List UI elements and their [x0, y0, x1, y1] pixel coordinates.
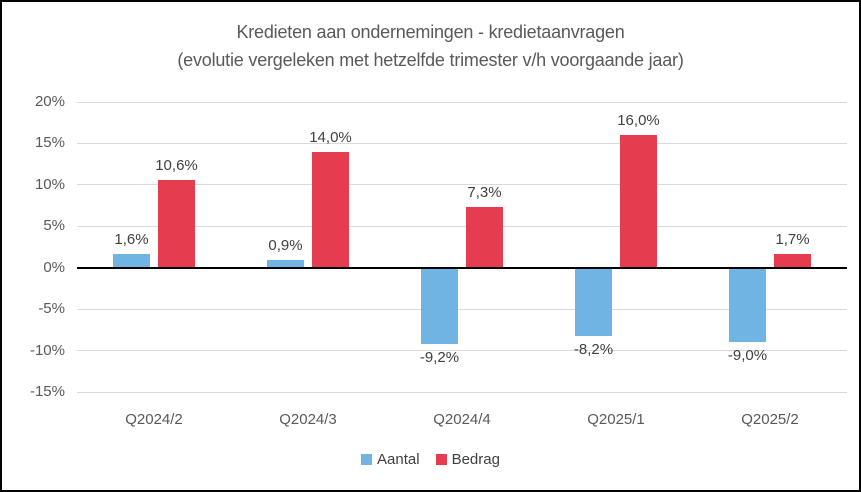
gridline — [77, 391, 847, 393]
chart-title-line1: Kredieten aan ondernemingen - kredietaan… — [236, 22, 625, 42]
chart-title-line2: (evolutie vergeleken met hetzelfde trime… — [177, 50, 684, 70]
legend-label-bedrag: Bedrag — [451, 451, 500, 468]
gridline — [77, 142, 847, 144]
y-tick-label: -5% — [38, 300, 65, 318]
bar-aantal-q2024-3 — [267, 260, 304, 268]
x-tick-label: Q2024/3 — [279, 411, 337, 428]
x-tick-label: Q2025/2 — [741, 411, 799, 428]
chart-title: Kredieten aan ondernemingen - kredietaan… — [2, 18, 859, 74]
data-label: 14,0% — [309, 128, 352, 146]
y-tick-label: 0% — [43, 258, 65, 276]
data-label: 1,6% — [114, 231, 149, 249]
gridline — [77, 101, 847, 103]
x-tick-label: Q2024/2 — [125, 411, 183, 428]
legend-color-swatch-aantal-icon — [361, 454, 373, 465]
x-tick-label: Q2025/1 — [587, 411, 645, 428]
data-label: 10,6% — [155, 156, 198, 174]
legend: Aantal Bedrag — [2, 451, 859, 468]
gridline — [77, 350, 847, 352]
bar-bedrag-q2024-4 — [466, 207, 503, 268]
data-label: -9,2% — [419, 348, 460, 366]
data-label: -9,0% — [727, 347, 768, 365]
bar-aantal-q2024-4 — [421, 267, 458, 344]
gridline — [77, 184, 847, 186]
y-tick-label: 5% — [43, 217, 65, 235]
data-label: -8,2% — [573, 340, 614, 358]
bar-bedrag-q2025-2 — [774, 253, 811, 268]
bar-aantal-q2024-2 — [113, 254, 150, 268]
bar-bedrag-q2024-2 — [158, 179, 195, 268]
legend-item-bedrag: Bedrag — [435, 451, 500, 468]
gridline — [77, 225, 847, 227]
legend-color-swatch-bedrag-icon — [435, 454, 447, 465]
legend-label-aantal: Aantal — [377, 451, 420, 468]
y-tick-label: 10% — [34, 175, 65, 193]
legend-item-aantal: Aantal — [361, 451, 420, 468]
data-label: 1,7% — [775, 230, 810, 248]
data-label: 7,3% — [467, 184, 502, 202]
gridline — [77, 308, 847, 310]
y-tick-label: -10% — [29, 341, 65, 359]
bar-bedrag-q2024-3 — [312, 151, 349, 268]
x-tick-label: Q2024/4 — [433, 411, 491, 428]
bar-bedrag-q2025-1 — [620, 135, 657, 268]
data-label: 16,0% — [617, 112, 660, 130]
bar-aantal-q2025-1 — [575, 267, 612, 336]
y-tick-label: 20% — [34, 93, 65, 110]
data-label: 0,9% — [268, 237, 303, 255]
y-tick-label: 15% — [34, 134, 65, 152]
y-tick-label: -15% — [29, 383, 65, 400]
bar-aantal-q2025-2 — [729, 267, 766, 343]
zero-axis-line — [77, 266, 847, 269]
